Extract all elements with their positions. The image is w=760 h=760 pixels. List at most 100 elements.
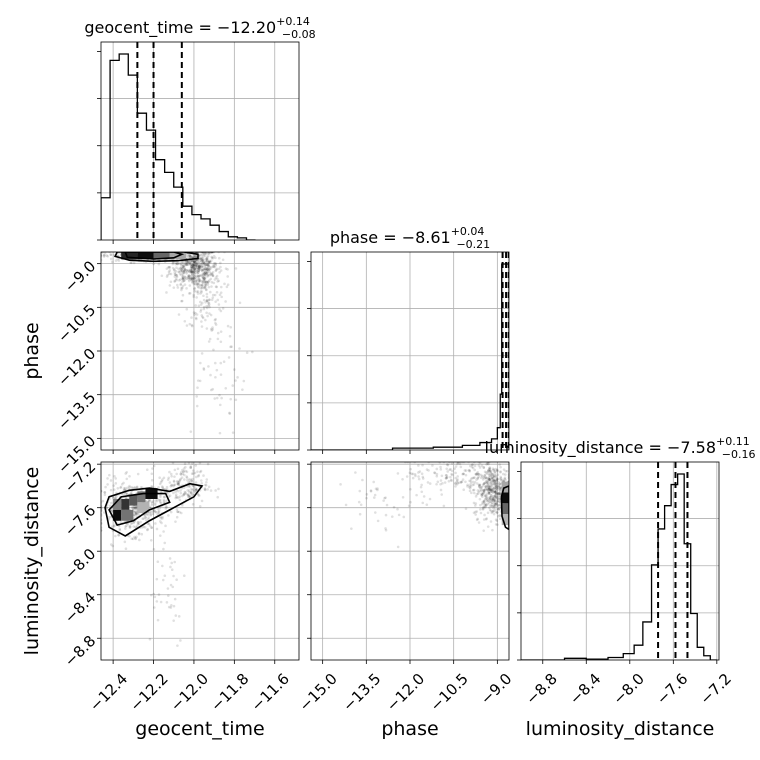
scatter-point	[204, 282, 208, 286]
scatter-point	[113, 474, 116, 478]
scatter-point	[493, 490, 497, 494]
scatter-point	[145, 468, 149, 472]
scatter-point	[175, 515, 179, 519]
scatter-point	[217, 256, 221, 260]
scatter-point	[183, 492, 186, 496]
scatter-point	[132, 261, 136, 265]
scatter-point	[118, 528, 122, 532]
scatter-point	[211, 274, 215, 278]
scatter-point	[170, 561, 174, 565]
scatter-point	[216, 331, 220, 335]
scatter-point	[218, 271, 221, 274]
scatter-point	[191, 279, 195, 282]
scatter-point	[494, 502, 498, 505]
scatter-point	[123, 488, 127, 492]
scatter-point	[192, 282, 196, 286]
scatter-point	[174, 496, 177, 500]
scatter-point	[185, 269, 188, 272]
scatter-point	[486, 525, 490, 528]
scatter-point	[202, 253, 206, 257]
scatter-point	[476, 473, 480, 476]
scatter-point	[195, 313, 199, 316]
scatter-point	[178, 495, 182, 498]
scatter-point	[409, 487, 412, 491]
scatter-point	[201, 284, 204, 287]
scatter-point	[488, 469, 492, 472]
scatter-point	[203, 273, 207, 277]
scatter-point	[204, 267, 207, 271]
scatter-point	[497, 484, 501, 488]
scatter-point	[169, 472, 173, 476]
scatter-point	[490, 488, 494, 491]
scatter-point	[210, 256, 214, 260]
scatter-point	[481, 508, 485, 511]
scatter-point	[496, 504, 500, 508]
scatter-point	[191, 260, 194, 263]
scatter-point	[179, 268, 183, 271]
scatter-point	[176, 644, 179, 647]
scatter-point	[208, 273, 212, 277]
scatter-point	[494, 523, 498, 526]
scatter-point	[496, 494, 500, 498]
scatter-point	[176, 480, 180, 484]
scatter-point	[488, 491, 491, 495]
scatter-point	[190, 277, 194, 281]
scatter-point	[130, 521, 134, 525]
scatter-point	[197, 473, 201, 477]
scatter-point	[199, 268, 202, 271]
scatter-point	[475, 472, 479, 475]
scatter-point	[189, 255, 192, 259]
scatter-point	[185, 492, 188, 496]
scatter-point	[193, 261, 196, 264]
scatter-point	[110, 260, 114, 264]
scatter-point	[495, 478, 499, 481]
scatter-point	[210, 271, 213, 275]
scatter-point	[182, 467, 186, 470]
scatter-point	[190, 254, 193, 258]
scatter-point	[498, 488, 502, 491]
scatter-point	[214, 317, 217, 321]
scatter-point	[196, 271, 200, 274]
panel-frame	[100, 461, 300, 661]
scatter-point	[207, 280, 210, 283]
scatter-point	[339, 483, 342, 486]
scatter-point	[193, 268, 196, 271]
scatter-point	[200, 258, 203, 262]
scatter-point	[147, 513, 150, 516]
scatter-point	[168, 269, 172, 272]
scatter-point	[492, 469, 495, 472]
scatter-point	[487, 491, 491, 495]
scatter-point	[200, 314, 204, 317]
scatter-point	[492, 479, 495, 483]
scatter-point	[495, 519, 499, 522]
scatter-point	[160, 479, 164, 483]
scatter-point	[177, 615, 181, 618]
scatter-point	[148, 498, 152, 502]
scatter-point	[488, 495, 492, 499]
scatter-point	[203, 272, 206, 275]
scatter-point	[109, 543, 113, 546]
scatter-point	[190, 268, 194, 272]
scatter-point	[197, 277, 201, 281]
scatter-point	[191, 271, 194, 274]
scatter-point	[173, 475, 176, 478]
scatter-point	[200, 259, 203, 263]
scatter-point	[192, 259, 195, 262]
scatter-point	[206, 263, 210, 266]
scatter-point	[479, 508, 482, 511]
scatter-point	[135, 486, 139, 489]
scatter-point	[488, 478, 491, 481]
scatter-point	[474, 495, 478, 498]
scatter-point	[484, 485, 487, 488]
scatter-point	[201, 276, 205, 279]
scatter-point	[155, 527, 159, 531]
scatter-point	[175, 496, 179, 499]
panel-title-geocent_time: geocent_time = −12.20+0.14 −0.08	[84, 15, 315, 41]
scatter-point	[208, 267, 212, 271]
scatter-point	[154, 499, 157, 502]
scatter-point	[180, 267, 184, 270]
scatter-point	[459, 480, 463, 484]
scatter-point	[197, 286, 200, 289]
scatter-point	[218, 293, 222, 297]
scatter-point	[215, 267, 219, 271]
